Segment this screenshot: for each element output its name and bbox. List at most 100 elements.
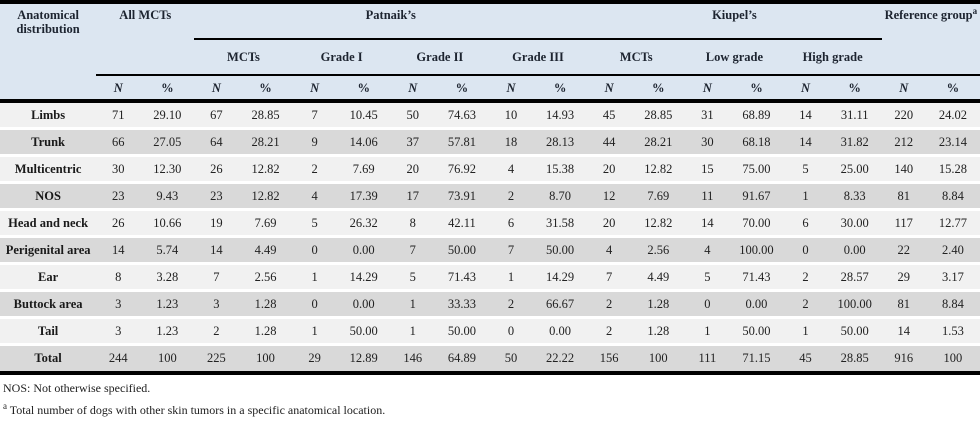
table-cell: 8 [96, 263, 141, 292]
table-cell: 4 [685, 236, 730, 265]
footnote-marker-a: a [972, 5, 978, 16]
table-cell: 75.00 [729, 155, 784, 184]
table-cell: 71.43 [729, 263, 784, 292]
table-cell: 44 [587, 128, 632, 157]
table-cell: 3 [96, 290, 141, 319]
table-cell: 20 [587, 209, 632, 238]
table-cell: 7 [390, 236, 435, 265]
table-cell: 91.67 [729, 182, 784, 211]
table-cell: 10.45 [336, 101, 391, 130]
table-cell: 22.22 [533, 344, 588, 375]
table-cell: 5 [390, 263, 435, 292]
subgroup-low-grade: Low grade [685, 39, 784, 75]
column-header-anatomical-distribution: Anatomical distribution [0, 2, 97, 103]
row-label: NOS [0, 182, 97, 211]
table-cell: 1 [488, 263, 534, 292]
table-cell: 31.82 [827, 128, 882, 157]
table-cell: 2 [194, 317, 239, 346]
table-cell: 2.56 [238, 263, 293, 292]
row-label: Total [0, 344, 97, 375]
table-cell: 23 [194, 182, 239, 211]
table-cell: 0 [783, 236, 828, 265]
table-cell: 50.00 [729, 317, 784, 346]
table-cell: 10 [488, 101, 534, 130]
table-cell: 8 [390, 209, 435, 238]
table-cell: 220 [881, 101, 926, 130]
table-cell: 2 [783, 290, 828, 319]
table-cell: 17.39 [336, 182, 391, 211]
table-cell: 50.00 [434, 236, 489, 265]
row-label: Perigenital area [0, 236, 97, 265]
table-cell: 1.28 [631, 317, 686, 346]
table-cell: 26.32 [336, 209, 391, 238]
n-header: N [587, 74, 632, 103]
table-cell: 7.69 [336, 155, 391, 184]
table-cell: 12 [587, 182, 632, 211]
n-header: N [783, 74, 828, 103]
table-cell: 31.11 [827, 101, 882, 130]
table-cell: 100 [631, 344, 686, 375]
table-cell: 14.29 [336, 263, 391, 292]
table-cell: 31 [685, 101, 730, 130]
table-cell: 17 [390, 182, 435, 211]
footnote-marker-a: a [3, 401, 7, 411]
table-cell: 33.33 [434, 290, 489, 319]
table-cell: 67 [194, 101, 239, 130]
table-row: Tail 3 1.23 2 1.28 1 50.00 1 50.00 0 0.00 2 1.28 1 50.… [0, 317, 980, 346]
table-cell: 50 [488, 344, 534, 375]
table-cell: 23.14 [925, 128, 980, 157]
table-cell: 28.85 [238, 101, 293, 130]
n-header: N [194, 74, 239, 103]
table-cell: 6 [488, 209, 534, 238]
table-cell: 18 [488, 128, 534, 157]
table-cell: 5 [783, 155, 828, 184]
table-cell: 25.00 [827, 155, 882, 184]
table-cell: 0 [685, 290, 730, 319]
row-label: Buttock area [0, 290, 97, 319]
table-cell: 9.43 [140, 182, 195, 211]
table-cell: 8.84 [925, 290, 980, 319]
table-cell: 68.89 [729, 101, 784, 130]
table-cell: 81 [881, 290, 926, 319]
table-header: Anatomical distribution All MCTs Patnaik… [0, 2, 980, 103]
row-label: Trunk [0, 128, 97, 157]
table-cell: 244 [96, 344, 141, 375]
table-cell: 29 [292, 344, 337, 375]
table-cell: 0 [292, 236, 337, 265]
table-cell: 71 [96, 101, 141, 130]
column-group-kiupels: Kiupel’s [587, 2, 882, 40]
table-cell: 1 [783, 317, 828, 346]
footnote-reference-group: a Total number of dogs with other skin t… [3, 401, 977, 418]
table-cell: 31.58 [533, 209, 588, 238]
table-cell: 26 [194, 155, 239, 184]
pct-header: % [827, 74, 882, 103]
table-cell: 64 [194, 128, 239, 157]
table-cell: 4 [488, 155, 534, 184]
subgroup-grade-1: Grade I [292, 39, 391, 75]
table-cell: 66 [96, 128, 141, 157]
table-cell: 22 [881, 236, 926, 265]
table-cell: 2 [587, 317, 632, 346]
table-cell: 14.06 [336, 128, 391, 157]
subgroup-kiupel-mcts: MCTs [587, 39, 686, 75]
table-cell: 2 [488, 182, 534, 211]
table-cell: 30.00 [827, 209, 882, 238]
n-header: N [488, 74, 534, 103]
table-cell: 7 [587, 263, 632, 292]
table-cell: 30 [96, 155, 141, 184]
table-cell: 1.53 [925, 317, 980, 346]
table-cell: 0.00 [336, 290, 391, 319]
table-cell: 9 [292, 128, 337, 157]
table-row: Buttock area 3 1.23 3 1.28 0 0.00 1 33.33 2 66.67 2… [0, 290, 980, 319]
table-cell: 12.82 [238, 155, 293, 184]
table-row: NOS 23 9.43 23 12.82 4 17.39 17 73.91 2 8.70 12 7.69… [0, 182, 980, 211]
table-cell: 2.56 [631, 236, 686, 265]
table-cell: 1 [292, 263, 337, 292]
table-cell: 4.49 [238, 236, 293, 265]
table-cell: 3.17 [925, 263, 980, 292]
table-cell: 29.10 [140, 101, 195, 130]
table-cell: 45 [783, 344, 828, 375]
table-cell: 2 [488, 290, 534, 319]
table-cell: 1 [390, 290, 435, 319]
n-header: N [685, 74, 730, 103]
